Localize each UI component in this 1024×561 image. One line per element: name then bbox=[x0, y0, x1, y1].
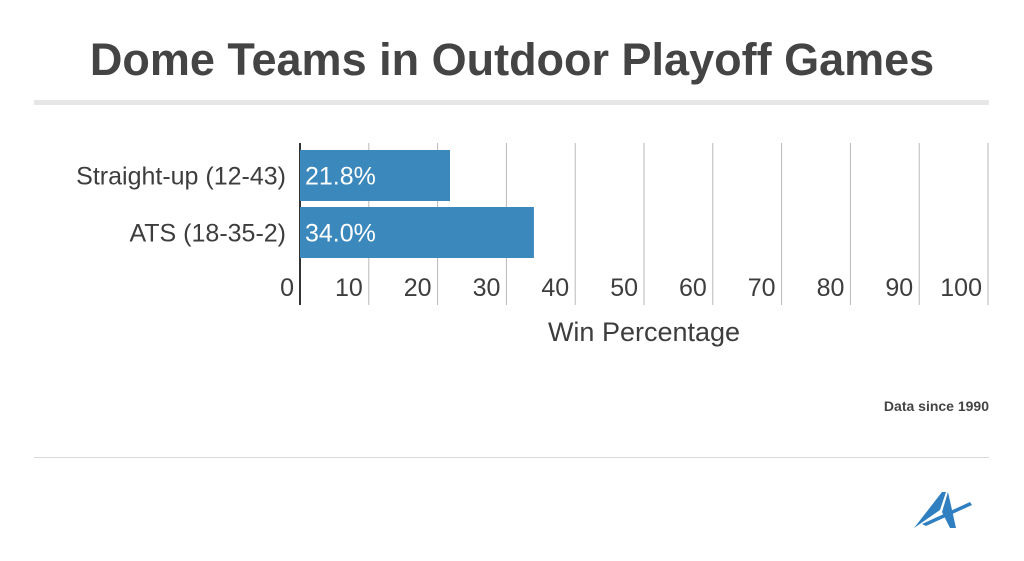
bar-value-label: 34.0% bbox=[305, 220, 376, 248]
x-tick-label: 60 bbox=[679, 274, 707, 302]
x-tick-label: 0 bbox=[280, 274, 294, 302]
footer-divider bbox=[34, 457, 989, 458]
bar bbox=[300, 150, 450, 201]
bar-value-label: 21.8% bbox=[305, 163, 376, 191]
data-source-note: Data since 1990 bbox=[883, 398, 989, 414]
x-axis-title: Win Percentage bbox=[548, 317, 740, 347]
x-tick-label: 80 bbox=[817, 274, 845, 302]
labels: 0 10 20 30 40 50 60 70 80 90 100 21.8% Straight-up (… bbox=[76, 163, 982, 303]
x-tick-label: 100 bbox=[940, 274, 982, 302]
x-tick-label: 40 bbox=[541, 274, 569, 302]
x-tick-label: 10 bbox=[335, 274, 363, 302]
bars bbox=[300, 150, 534, 258]
bar bbox=[300, 207, 534, 258]
x-tick-label: 70 bbox=[748, 274, 776, 302]
category-label: ATS (18-35-2) bbox=[129, 220, 286, 248]
title-divider bbox=[34, 100, 989, 105]
x-tick-label: 20 bbox=[404, 274, 432, 302]
x-tick-label: 30 bbox=[473, 274, 501, 302]
x-tick-label: 50 bbox=[610, 274, 638, 302]
x-tick-label: 90 bbox=[885, 274, 913, 302]
action-network-logo-icon bbox=[914, 492, 972, 528]
category-label: Straight-up (12-43) bbox=[76, 163, 286, 191]
chart-title: Dome Teams in Outdoor Playoff Games bbox=[89, 34, 935, 85]
